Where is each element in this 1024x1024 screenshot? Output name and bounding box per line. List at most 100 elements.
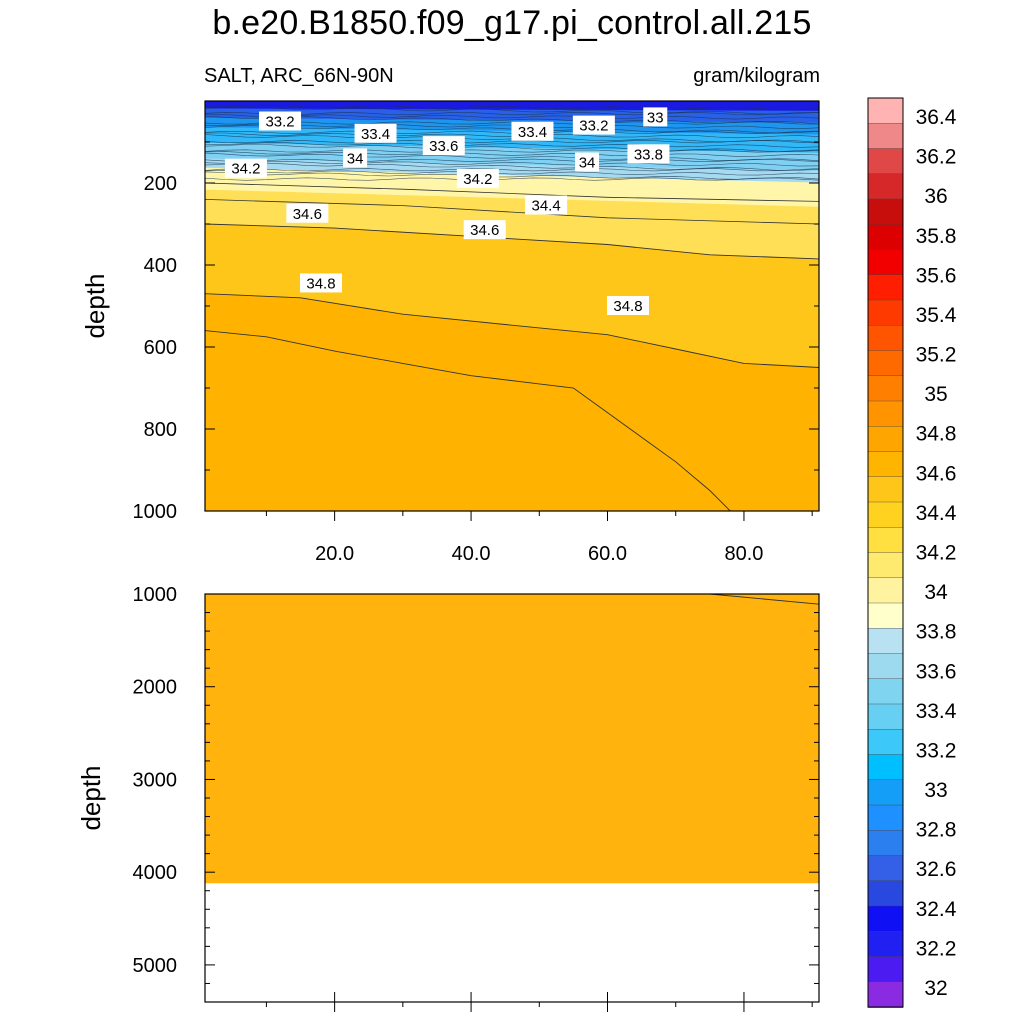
colorbar-swatch [867, 249, 904, 276]
contour-label: 34 [579, 155, 596, 172]
colorbar-swatch [867, 754, 904, 781]
contour-line [204, 182, 820, 202]
contour-label: 33.4 [361, 126, 390, 143]
contour-line [204, 112, 819, 116]
contour-label-bg [463, 220, 506, 240]
colorbar-label: 35 [924, 383, 947, 406]
colorbar-swatch [867, 703, 904, 731]
contour-line [204, 293, 820, 368]
contour-label-bg [606, 296, 649, 315]
contour-line [204, 171, 820, 180]
contour-label-bg [572, 115, 615, 135]
contour-label-bg [224, 158, 267, 178]
contour-line [204, 152, 820, 162]
colorbar-label: 32.2 [916, 937, 957, 960]
contour-line [204, 168, 820, 172]
colorbar-label: 32.8 [916, 819, 957, 842]
colorbar-label: 34.4 [916, 502, 957, 525]
colorbar-swatch [867, 451, 904, 478]
colorbar-swatch [867, 653, 904, 680]
colorbar-label: 33.8 [916, 621, 957, 644]
colorbar-frame [867, 97, 904, 1008]
contour-line [204, 169, 820, 176]
colorbar-swatch [867, 325, 904, 352]
colorbar-label: 32.4 [916, 898, 957, 921]
contour-label-bg [299, 273, 342, 293]
contour-line [204, 144, 820, 153]
y-tick-label: 3000 [133, 769, 178, 791]
colorbar-swatch [867, 527, 904, 554]
lower-ylabel: depth [76, 765, 106, 830]
colorbar-label: 34 [924, 581, 948, 604]
contour-line [204, 160, 820, 167]
x-tick-label: 60.0 [588, 543, 627, 565]
contour-line [204, 330, 731, 512]
colorbar-swatch [867, 729, 904, 756]
contour-line [204, 199, 820, 225]
colorbar-label: 36 [924, 185, 947, 208]
colorbar-label: 34.2 [916, 542, 957, 565]
colorbar-swatch [867, 173, 904, 200]
contour-line [204, 115, 820, 125]
colorbar-label: 34.8 [916, 423, 957, 446]
y-tick-label: 1000 [133, 584, 178, 606]
y-tick-label: 600 [144, 337, 177, 359]
colorbar-label: 36.2 [916, 146, 957, 169]
contour-label-bg [575, 152, 600, 172]
units-label: gram/kilogram [693, 65, 820, 87]
contour-label: 33.8 [634, 146, 663, 163]
contour-label-bg [456, 168, 499, 188]
colorbar-label: 32.6 [916, 858, 957, 881]
colorbar-swatch [867, 678, 904, 705]
contour-line [204, 162, 820, 171]
contour-label-bg [643, 107, 668, 127]
colorbar-swatch [867, 981, 904, 1008]
lower-panel: 1000 2000 3000 4000 5000 [133, 584, 820, 1012]
contour-label: 34 [347, 150, 364, 167]
colorbar-swatch [867, 577, 904, 604]
contour-line [204, 113, 820, 120]
contour-label: 34.2 [231, 161, 260, 178]
colorbar-swatch [867, 350, 904, 377]
lower-panel-frame [204, 593, 820, 1003]
colorbar-swatch [867, 855, 904, 882]
contour-line [204, 151, 820, 157]
contour-label: 33.2 [265, 114, 294, 131]
y-tick-label: 200 [144, 173, 177, 195]
x-tick-label: 40.0 [452, 543, 491, 565]
colorbar-label: 35.6 [916, 264, 957, 287]
colorbar-swatch [867, 602, 904, 630]
colorbar-label: 33 [924, 779, 947, 802]
contour-label: 34.2 [463, 171, 492, 188]
colorbar-label: 35.4 [916, 304, 957, 327]
contour-label-bg [511, 121, 554, 141]
x-tick-label: 20.0 [315, 543, 354, 565]
contour-label: 33.4 [518, 124, 547, 141]
colorbar-label: 32 [924, 977, 947, 1000]
colorbar-swatch [867, 552, 904, 579]
colorbar-swatch [867, 299, 904, 327]
colorbar-swatch [867, 148, 904, 175]
contour-label-bg [286, 203, 329, 223]
contour-label: 33 [647, 109, 664, 126]
contour-label: 33.2 [579, 118, 608, 135]
colorbar-swatch [867, 198, 904, 226]
contour-line [204, 106, 820, 115]
x-tick-label: 80.0 [724, 543, 763, 565]
colorbar-label: 35.2 [916, 344, 957, 367]
colorbar-swatch [867, 375, 904, 402]
contour-label: 34.6 [293, 206, 322, 223]
colorbar-swatch [867, 779, 904, 806]
colorbar-swatch [867, 830, 904, 857]
colorbar-swatch [867, 931, 904, 958]
upper-panel: 33.2 33.4 33.4 33.2 33 33.6 34 34 33.8 34.2 34.2 34… [133, 101, 820, 565]
y-tick-label: 2000 [133, 677, 178, 699]
upper-ylabel: depth [80, 273, 110, 338]
contour-line [709, 593, 820, 605]
deep-fill [205, 594, 819, 884]
contour-label: 34.6 [470, 222, 499, 239]
contour-label: 33.6 [429, 138, 458, 155]
contour-label-bg [259, 111, 302, 131]
colorbar-swatch [867, 880, 904, 907]
